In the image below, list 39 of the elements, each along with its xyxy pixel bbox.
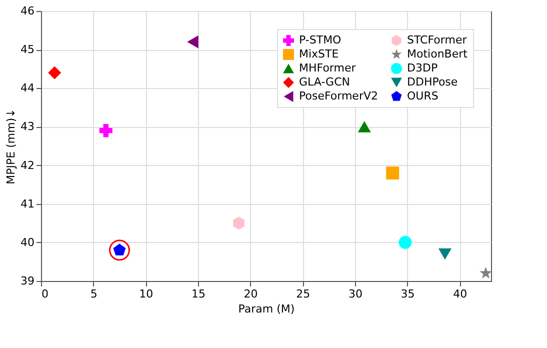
point [108, 240, 130, 261]
point [48, 66, 62, 80]
x-tick-label: 35 [400, 288, 415, 300]
point [99, 124, 112, 138]
point [386, 166, 400, 180]
x-axis-title: Param (M) [238, 302, 295, 316]
y-tick-label: 45 [20, 43, 34, 56]
legend-label: MixSTE [299, 48, 339, 60]
legend-label: STCFormer [407, 34, 468, 47]
legend-label: MHFormer [299, 62, 356, 74]
x-tick-label: 25 [296, 288, 310, 300]
point [438, 248, 452, 260]
x-tick-label: 0 [42, 288, 48, 300]
y-tick-label: 43 [20, 120, 34, 134]
point [480, 266, 492, 279]
y-tick-label: 42 [20, 158, 34, 172]
legend-label: P-STMO [299, 34, 342, 47]
x-tick-label: 15 [191, 288, 206, 300]
point [187, 35, 198, 48]
y-axis-title: MPJPE (mm)↓ [4, 108, 18, 184]
legend-label: PoseFormerV2 [299, 90, 378, 102]
legend-label: D3DP [407, 62, 438, 74]
legend-label: MotionBert [407, 48, 468, 60]
legend-label: OURS [407, 90, 438, 102]
x-tick-label: 5 [90, 288, 98, 300]
y-tick-label: 41 [20, 197, 34, 210]
point [233, 216, 244, 230]
x-tick-label: 10 [139, 288, 154, 300]
y-tick-label: 46 [20, 4, 34, 18]
x-tick-label: 30 [348, 288, 362, 300]
x-tick-label: 20 [244, 288, 258, 300]
legend-label: GLA-GCN [299, 76, 350, 88]
y-tick-label: 44 [20, 82, 34, 95]
point [358, 121, 371, 132]
y-tick-label: 39 [20, 274, 34, 288]
legend-label: DDHPose [407, 76, 458, 88]
y-tick-label: 40 [20, 236, 34, 249]
point [398, 236, 412, 249]
x-tick-label: 40 [453, 288, 468, 300]
